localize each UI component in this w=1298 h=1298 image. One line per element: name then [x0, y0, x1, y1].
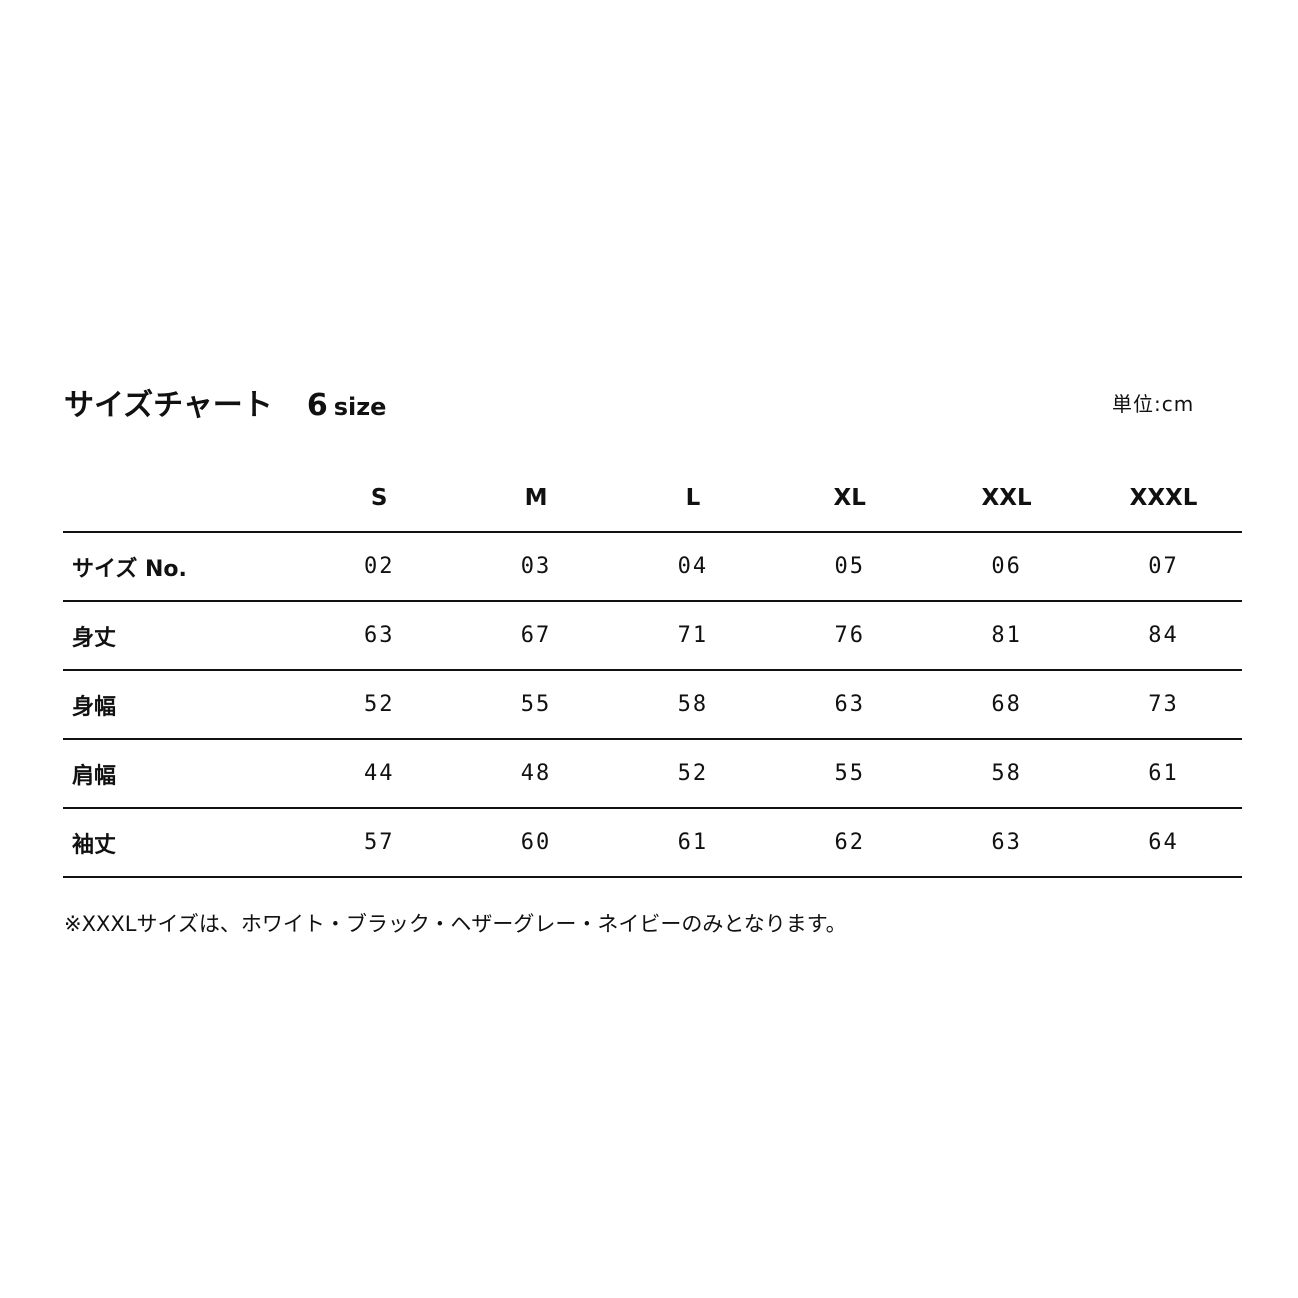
table-cell: 52	[300, 670, 458, 740]
table-cell: 84	[1085, 601, 1242, 671]
table-cell: 61	[1085, 739, 1242, 809]
row-label: 身丈	[63, 601, 301, 671]
table-cell: 07	[1085, 532, 1242, 602]
size-count: 6	[306, 388, 328, 423]
table-cell: 55	[457, 670, 615, 740]
table-cell: 48	[457, 739, 615, 809]
table-cell: 71	[614, 601, 772, 671]
unit-label: 単位:cm	[1112, 392, 1195, 416]
column-header: S	[300, 464, 458, 533]
title-main: サイズチャート	[64, 388, 273, 423]
table-row: 身幅 52 55 58 63 68 73	[63, 670, 1242, 740]
table-cell: 61	[614, 808, 772, 878]
row-label: 肩幅	[63, 739, 301, 809]
table-cell: 58	[614, 670, 772, 740]
table-cell: 73	[1085, 670, 1242, 740]
size-count-unit: size	[333, 393, 387, 421]
table-cell: 44	[300, 739, 458, 809]
table-cell: 60	[457, 808, 615, 878]
table-cell: 67	[457, 601, 615, 671]
table-cell: 05	[771, 532, 929, 602]
table-row: 身丈 63 67 71 76 81 84	[63, 601, 1242, 671]
row-label: 身幅	[63, 670, 301, 740]
size-table: S M L XL XXL XXXL サイズ No. 02 03 04 05 06 07 身丈 63 67 71…	[63, 464, 1242, 878]
table-cell: 76	[771, 601, 929, 671]
table-row: サイズ No. 02 03 04 05 06 07	[63, 532, 1242, 602]
table-cell: 55	[771, 739, 929, 809]
column-header: XL	[771, 464, 929, 533]
table-cell: 63	[300, 601, 458, 671]
table-row: 肩幅 44 48 52 55 58 61	[63, 739, 1242, 809]
header-empty	[63, 464, 301, 533]
row-label: 袖丈	[63, 808, 301, 878]
table-cell: 06	[928, 532, 1086, 602]
table-cell: 02	[300, 532, 458, 602]
table-cell: 03	[457, 532, 615, 602]
table-cell: 63	[928, 808, 1086, 878]
table-cell: 58	[928, 739, 1086, 809]
table-cell: 81	[928, 601, 1086, 671]
column-header: L	[614, 464, 772, 533]
table-cell: 68	[928, 670, 1086, 740]
table-cell: 04	[614, 532, 772, 602]
table-header-row: S M L XL XXL XXXL	[63, 464, 1242, 533]
table-cell: 63	[771, 670, 929, 740]
table-cell: 62	[771, 808, 929, 878]
row-label: サイズ No.	[63, 532, 301, 602]
column-header: XXL	[928, 464, 1086, 533]
table-cell: 52	[614, 739, 772, 809]
page-title: サイズチャート 6 size	[64, 380, 386, 424]
table-cell: 64	[1085, 808, 1242, 878]
column-header: M	[457, 464, 615, 533]
table-row: 袖丈 57 60 61 62 63 64	[63, 808, 1242, 878]
table-cell: 57	[300, 808, 458, 878]
column-header: XXXL	[1085, 464, 1242, 533]
footnote: ※XXXLサイズは、ホワイト・ブラック・ヘザーグレー・ネイビーのみとなります。	[64, 912, 847, 936]
